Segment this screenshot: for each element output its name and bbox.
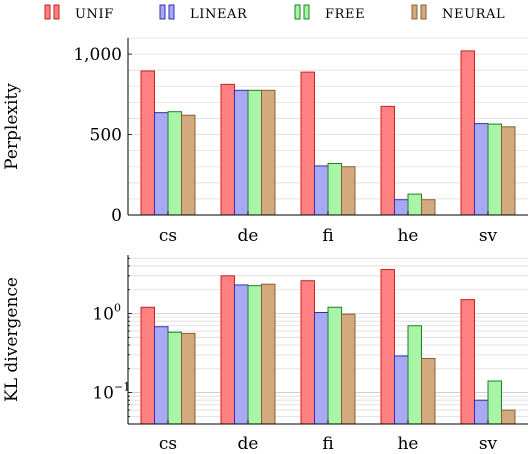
x-tick-label-sv: sv [479,226,498,246]
bar-neural-de [261,283,276,425]
bar-linear-fi [314,311,329,425]
bar-linear-de [234,89,249,216]
bar-free-sv [487,380,502,425]
x-tick-label-fi: fi [322,434,333,454]
bar-neural-he [421,357,436,425]
y-tick-exponent: 0 [114,302,121,315]
bar-unif-cs [140,306,155,425]
bar-linear-sv [474,399,489,425]
bar-unif-sv [460,50,475,216]
legend-swatch-linear-a [159,4,166,20]
bar-linear-cs [154,326,169,425]
bar-unif-de [220,83,235,216]
legend-label-unif: UNIF [75,7,114,22]
y-tick-label: 0 [111,206,122,226]
bar-unif-sv [460,299,475,425]
bar-free-he [407,193,422,216]
y-tick-label: 10 [92,384,114,404]
chart-legend: UNIF LINEAR FREE NEURAL [44,4,505,22]
legend-swatch-unif-a [44,4,51,20]
bar-linear-cs [154,112,169,216]
bar-free-fi [327,306,342,425]
bar-free-cs [167,331,182,425]
x-tick-label-sv: sv [479,434,498,454]
perplexity-chart: 0 500 1,000 cs de fi he sv Perplexity [2,37,528,246]
bar-free-he [407,325,422,425]
legend-label-free: FREE [325,7,365,22]
legend-swatch-neural-a [411,4,418,20]
y-tick-exponent: −1 [114,381,130,394]
x-tick-label-he: he [397,226,418,246]
bar-unif-cs [140,70,155,216]
y-axis-label: Perplexity [2,83,22,170]
bar-neural-fi [341,313,356,425]
y-tick-label: 1,000 [73,45,122,65]
bar-neural-he [421,199,436,216]
bar-neural-fi [341,166,356,216]
bar-linear-fi [314,165,329,216]
y-tick-label: 10 [92,305,114,325]
bar-free-cs [167,111,182,216]
bar-neural-cs [181,332,196,425]
x-tick-label-cs: cs [159,226,177,246]
legend-swatch-neural-b [420,4,427,20]
bar-neural-sv [501,126,516,216]
bar-free-de [247,285,262,425]
legend-label-neural: NEURAL [442,7,505,22]
y-axis-label: KL divergence [2,277,22,402]
y-tick-label: 500 [90,126,122,146]
legend-swatch-unif-b [53,4,60,20]
bar-linear-he [394,355,409,425]
bar-neural-sv [501,409,516,425]
x-tick-label-he: he [397,434,418,454]
x-tick-label-de: de [238,226,259,246]
bar-free-sv [487,123,502,216]
bar-linear-he [394,199,409,216]
legend-swatch-free-b [303,4,310,20]
legend-swatch-free-a [294,4,301,20]
bar-unif-fi [300,280,315,425]
bar-neural-cs [181,114,196,216]
bar-neural-de [261,89,276,216]
x-tick-label-de: de [238,434,259,454]
x-tick-label-fi: fi [322,226,333,246]
bar-unif-de [220,275,235,425]
legend-swatch-linear-b [168,4,175,20]
bar-linear-de [234,284,249,425]
bar-free-fi [327,163,342,216]
bar-linear-sv [474,123,489,216]
legend-label-linear: LINEAR [190,7,248,22]
x-tick-label-cs: cs [159,434,177,454]
bar-unif-fi [300,71,315,216]
bar-unif-he [380,105,395,216]
bar-free-de [247,89,262,216]
bar-unif-he [380,269,395,425]
